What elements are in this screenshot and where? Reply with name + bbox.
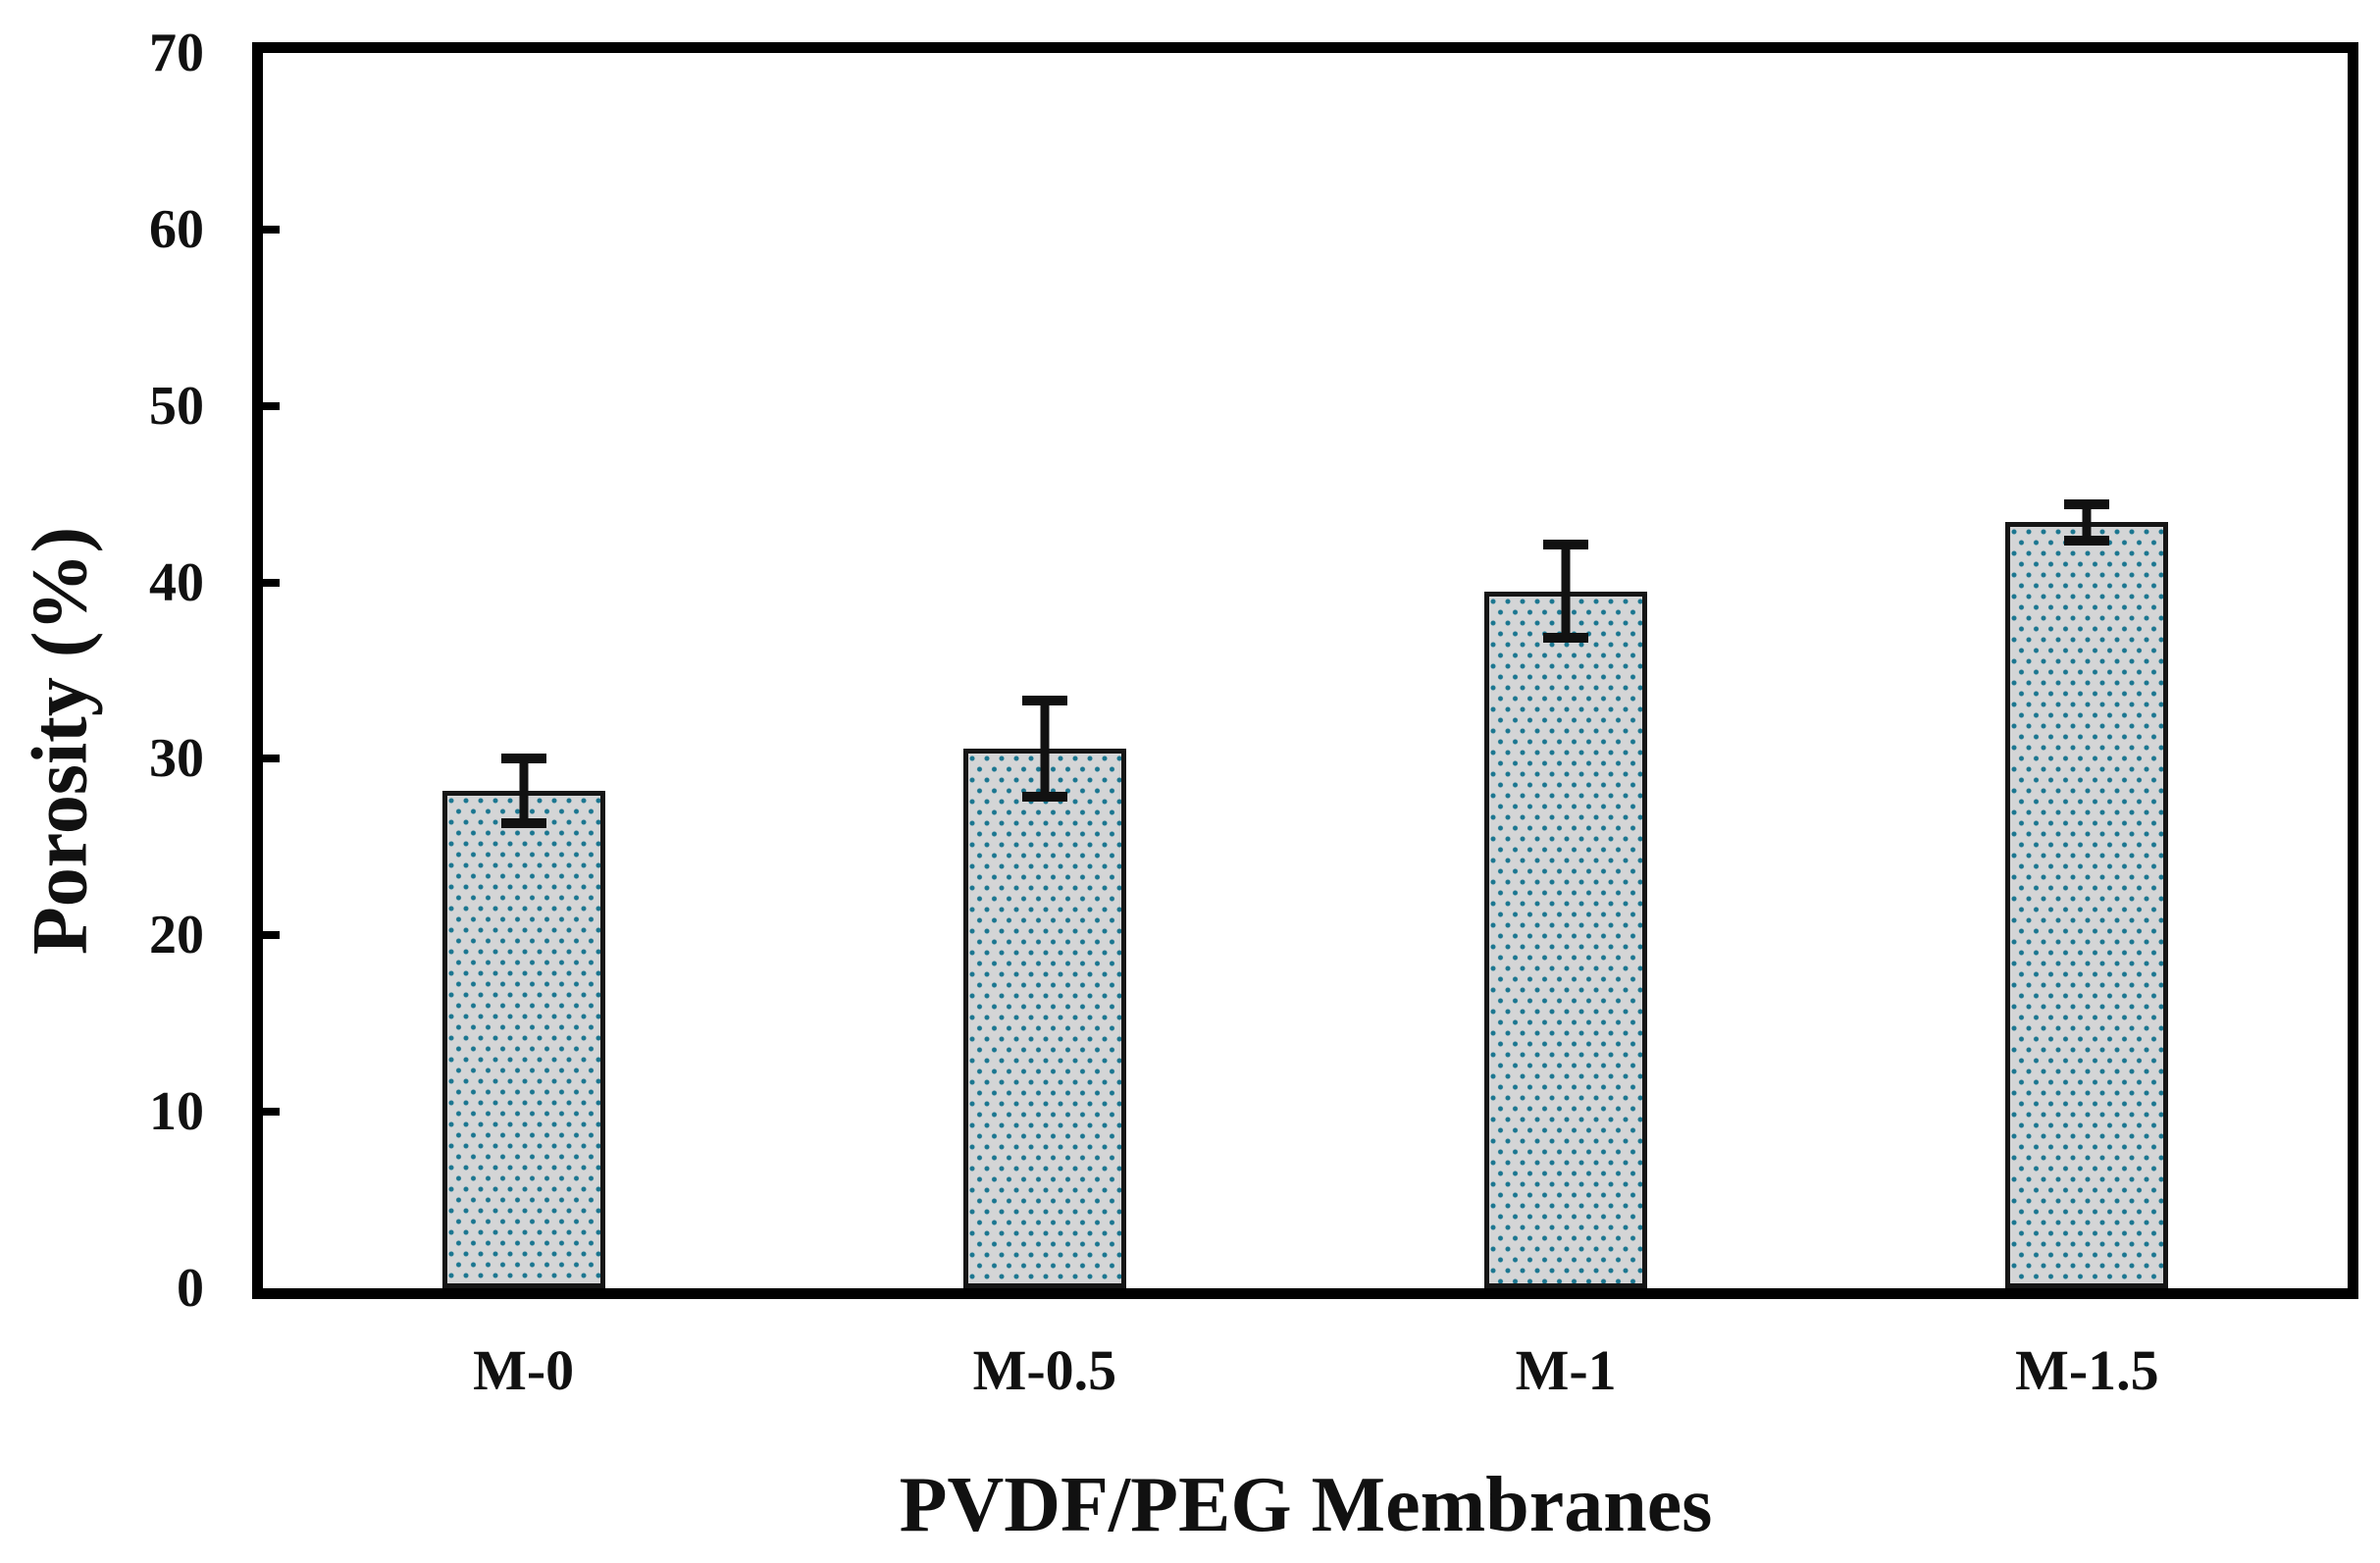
y-tick-label: 30 — [149, 728, 204, 790]
error-bar-bottom-cap — [1543, 632, 1589, 643]
error-bar — [2064, 499, 2110, 546]
y-tick-label: 50 — [149, 375, 204, 437]
error-bar-stem — [1561, 540, 1571, 643]
error-bar — [1543, 540, 1589, 643]
error-bar — [1021, 695, 1067, 802]
bar — [962, 748, 1126, 1288]
error-bar-stem — [1040, 695, 1050, 802]
x-category-label: M-0 — [473, 1338, 575, 1402]
error-bar-top-cap — [1543, 540, 1589, 550]
error-bar-bottom-cap — [1021, 791, 1067, 802]
x-axis-title: PVDF/PEG Membranes — [899, 1462, 1713, 1548]
y-tick-label: 70 — [149, 23, 204, 83]
error-bar-top-cap — [1021, 695, 1067, 705]
y-tick-mark — [263, 225, 280, 234]
y-tick-mark — [263, 931, 280, 940]
error-bar-bottom-cap — [500, 817, 546, 828]
y-tick-label: 60 — [149, 198, 204, 260]
y-tick-label: 0 — [177, 1258, 204, 1319]
bar — [441, 790, 605, 1288]
error-bar-bottom-cap — [2064, 535, 2110, 546]
error-bar-top-cap — [2064, 499, 2110, 510]
y-tick-label: 20 — [149, 905, 204, 966]
y-tick-mark — [263, 401, 280, 410]
error-bar-stem — [2082, 499, 2092, 546]
x-category-label: M-1.5 — [2015, 1338, 2159, 1402]
x-category-label: M-0.5 — [972, 1338, 1117, 1402]
error-bar — [500, 754, 546, 828]
plot-area — [252, 42, 2358, 1299]
bar — [2005, 522, 2169, 1288]
x-category-label: M-1 — [1515, 1338, 1617, 1402]
y-tick-label: 10 — [149, 1081, 204, 1143]
error-bar-stem — [519, 754, 529, 828]
y-axis-title: Porosity (%) — [17, 526, 104, 956]
y-tick-mark — [263, 578, 280, 587]
bar — [1484, 591, 1648, 1288]
y-tick-mark — [263, 1108, 280, 1117]
y-tick-label: 40 — [149, 551, 204, 613]
error-bar-top-cap — [500, 754, 546, 764]
y-tick-mark — [263, 755, 280, 763]
